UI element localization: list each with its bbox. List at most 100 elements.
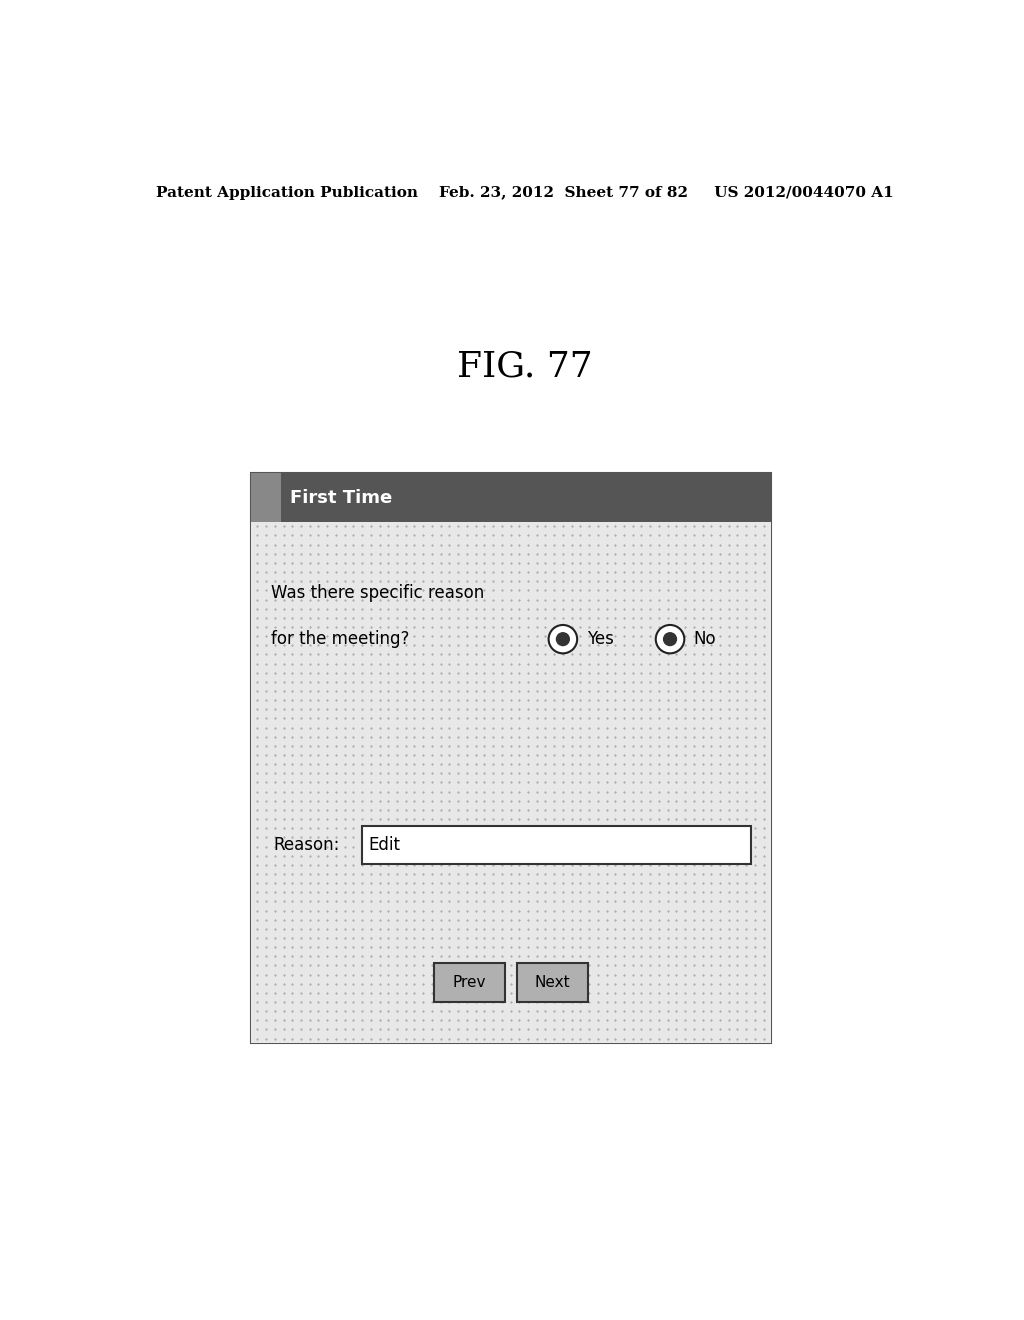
Point [746,726,763,747]
Point [432,570,449,591]
Point [362,735,379,756]
Point [354,854,371,875]
Point [407,570,423,591]
Point [538,909,554,931]
Point [546,928,562,949]
Point [721,826,737,847]
Point [284,891,300,912]
Point [738,653,755,675]
Point [677,607,693,628]
Point [511,626,527,647]
Point [633,973,649,994]
Point [293,680,309,701]
Point [721,1010,737,1031]
Point [337,598,353,619]
Point [389,991,406,1012]
Point [520,561,537,582]
Point [354,663,371,684]
Point [528,854,545,875]
Point [615,1028,632,1049]
Point [729,800,745,821]
Point [694,991,711,1012]
Point [249,909,265,931]
Point [555,726,571,747]
Point [642,772,658,793]
Point [703,616,720,638]
Point [712,1001,728,1022]
Point [432,717,449,738]
Point [598,882,614,903]
Point [528,516,545,537]
Point [362,717,379,738]
Point [249,544,265,565]
Point [520,754,537,775]
Point [432,973,449,994]
Point [511,845,527,866]
Point [503,754,519,775]
Point [485,626,502,647]
Point [319,525,336,546]
Point [345,808,361,829]
Point [389,663,406,684]
Point [677,791,693,812]
Point [467,763,483,784]
Point [528,680,545,701]
Point [694,598,711,619]
Point [310,1010,327,1031]
Point [712,708,728,729]
Point [538,663,554,684]
Point [572,954,589,975]
Point [538,945,554,966]
Point [598,525,614,546]
Point [467,708,483,729]
Point [407,516,423,537]
Point [293,909,309,931]
Point [284,791,300,812]
Point [380,791,396,812]
Point [669,817,685,838]
Point [467,607,483,628]
Point [337,928,353,949]
Point [721,708,737,729]
Point [756,1019,772,1040]
Point [756,535,772,556]
Point [598,598,614,619]
Point [380,772,396,793]
Point [284,589,300,610]
Point [450,598,466,619]
Point [694,708,711,729]
Point [625,1001,641,1022]
Point [258,680,274,701]
Point [459,535,475,556]
Point [275,516,292,537]
Point [354,579,371,601]
Point [712,516,728,537]
Point [721,635,737,656]
Point [249,552,265,573]
Point [650,909,667,931]
Point [703,680,720,701]
Point [415,826,431,847]
Point [712,717,728,738]
Point [703,626,720,647]
Point [284,626,300,647]
Point [319,945,336,966]
Point [467,919,483,940]
Point [337,836,353,857]
Point [729,781,745,803]
Point [485,836,502,857]
Point [467,808,483,829]
Point [284,570,300,591]
Point [746,616,763,638]
Point [546,644,562,665]
Point [397,744,414,766]
Text: Reason:: Reason: [273,836,340,854]
Point [721,973,737,994]
Point [703,763,720,784]
Point [520,717,537,738]
Point [467,791,483,812]
Point [729,891,745,912]
Point [650,589,667,610]
Point [563,845,580,866]
Point [310,882,327,903]
